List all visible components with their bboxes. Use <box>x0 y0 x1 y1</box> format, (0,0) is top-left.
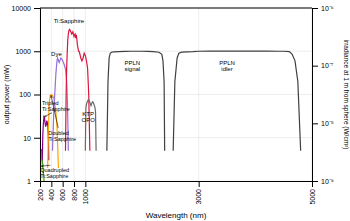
line <box>66 29 90 150</box>
annotation-line: Ti:Sapphire <box>42 106 70 112</box>
annotation-arrow <box>51 95 58 127</box>
grid <box>40 8 312 181</box>
annotation-arrow <box>44 113 52 117</box>
y2-tick: 10⁻⁸ <box>312 120 334 127</box>
annotation: Ti:Sapphire <box>54 18 85 24</box>
annotation-line: OPO <box>81 117 95 123</box>
x-tick-label: 600 <box>59 189 66 201</box>
y-grid-line <box>40 94 312 95</box>
x-tick-label: 1000 <box>82 189 89 205</box>
y-tick-mark <box>34 95 40 96</box>
y2-tick-mark <box>312 66 318 67</box>
y-tick-mark <box>34 138 40 139</box>
x-axis: 200 400 600 800 1000 3000 5000 <box>37 181 316 205</box>
y-tick-mark <box>34 181 40 182</box>
y-tick-mark <box>34 51 40 52</box>
x-axis-title: Wavelength (nm) <box>146 211 207 220</box>
y-tick: 1 <box>27 178 40 185</box>
y-axis: 1 10 100 1000 10000 <box>12 5 41 185</box>
y2-tick: 10⁻⁷ <box>312 62 334 69</box>
line <box>173 51 300 151</box>
x-tick-label: 3000 <box>195 189 202 205</box>
annotation-line: signal <box>125 66 141 72</box>
x-tick-mark <box>74 181 75 187</box>
plot: 2004006008001000300050001101001000100001… <box>12 5 334 205</box>
annotation-line: Dye <box>51 51 62 57</box>
y-grid-line <box>40 8 312 9</box>
annotation: DoubledTi:Sapphire <box>48 130 76 142</box>
y2-axis: 10⁻⁹ 10⁻⁸ 10⁻⁷ 10⁻⁶ <box>312 5 334 185</box>
x-tick: 200 <box>37 181 44 201</box>
line <box>107 51 165 151</box>
annotation-line: Ti:Sapphire <box>54 18 85 24</box>
y-tick-mark <box>34 8 40 9</box>
annotation: Dye <box>51 51 62 57</box>
y-tick-label: 10 <box>23 134 31 141</box>
x-tick: 1000 <box>82 181 89 205</box>
annotation: PPLNidler <box>219 60 235 72</box>
x-tick-label: 400 <box>48 189 55 201</box>
annotation-arrow <box>41 165 50 167</box>
x-tick-mark <box>63 181 64 187</box>
annotation-line: idler <box>221 66 232 72</box>
y2-tick-mark <box>312 8 318 9</box>
y2-tick: 10⁻⁶ <box>312 5 334 12</box>
y2-tick-label: 10⁻⁸ <box>321 120 334 127</box>
annotation: KTPOPO <box>81 111 95 123</box>
y2-tick-mark <box>312 181 318 182</box>
x-tick-label: 5000 <box>309 189 316 205</box>
line <box>85 100 96 151</box>
x-tick: 3000 <box>195 181 202 205</box>
x-tick-label: 800 <box>71 189 78 201</box>
x-tick-mark <box>51 181 52 187</box>
chart: 2004006008001000300050001101001000100001… <box>0 0 350 221</box>
annotation-line: Ti:Sapphire <box>48 136 76 142</box>
y-grid-line <box>40 137 312 138</box>
plot-frame <box>40 8 312 9</box>
annotations: QuadrupledTi:Sapphire TripledTi:Sapphire D… <box>40 18 235 179</box>
annotation: TripledTi:Sapphire <box>42 100 70 112</box>
y-tick-label: 1 <box>27 178 31 185</box>
y-tick: 1000 <box>15 48 40 55</box>
y-tick: 10 <box>23 134 40 141</box>
annotation: PPLNsignal <box>125 60 141 72</box>
x-tick-mark <box>199 181 200 187</box>
y-axis-title: output power (mW) <box>3 65 11 125</box>
y2-tick-label: 10⁻⁹ <box>321 178 334 185</box>
x-axis-line <box>41 182 313 188</box>
x-tick-mark <box>85 181 86 187</box>
y-axis-line <box>34 9 41 182</box>
x-tick: 400 <box>48 181 55 201</box>
y-tick-label: 10000 <box>12 5 32 12</box>
y2-tick-mark <box>312 123 318 124</box>
annotation-line: Ti:Sapphire <box>40 173 68 179</box>
series-group <box>40 29 300 181</box>
y2-tick: 10⁻⁹ <box>312 178 334 185</box>
x-tick-label: 200 <box>37 189 44 201</box>
y2-axis-title: irradiance at 1 m from sphere (W/cm²) <box>342 40 350 150</box>
y2-tick-label: 10⁻⁷ <box>321 62 334 69</box>
y-tick-label: 100 <box>19 91 31 98</box>
x-tick: 800 <box>71 181 78 201</box>
y2-tick-label: 10⁻⁶ <box>321 5 334 12</box>
y2-axis-line <box>313 9 319 182</box>
x-tick: 5000 <box>309 181 316 205</box>
x-tick: 600 <box>59 181 66 201</box>
y-tick-label: 1000 <box>15 48 31 55</box>
y-tick: 10000 <box>12 5 40 12</box>
y-tick: 100 <box>19 91 40 98</box>
annotation: QuadrupledTi:Sapphire <box>40 167 69 179</box>
